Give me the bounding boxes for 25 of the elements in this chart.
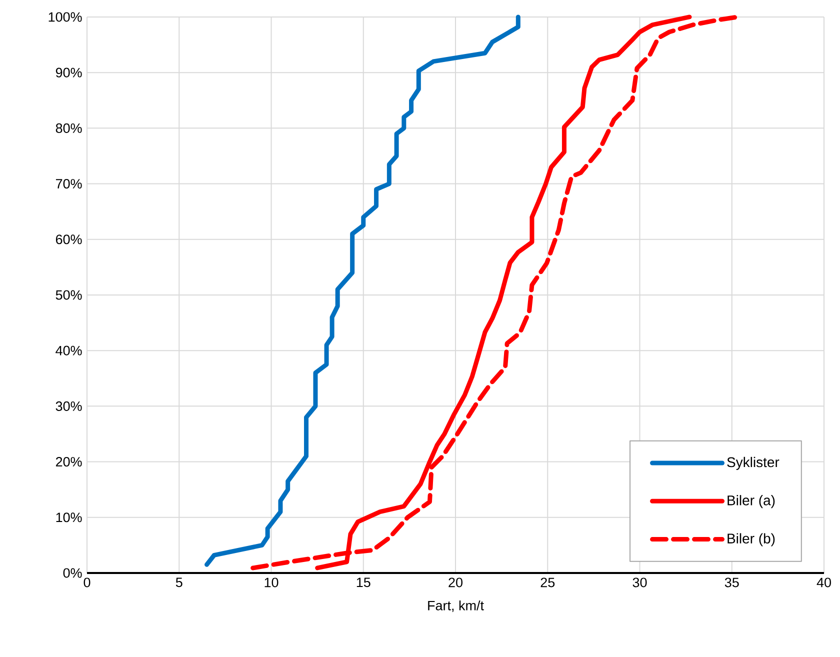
line-series bbox=[204, 14, 520, 567]
y-tick-label: 50% bbox=[56, 290, 82, 300]
y-tick-label: 40% bbox=[56, 346, 82, 356]
y-tick-label: 100% bbox=[48, 12, 82, 22]
y-tick-label: 20% bbox=[56, 457, 82, 467]
x-tick-label: 10 bbox=[264, 578, 278, 588]
x-tick-label: 40 bbox=[816, 578, 831, 588]
legend-label: Biler (b) bbox=[728, 533, 775, 546]
y-tick-label: 90% bbox=[56, 68, 82, 78]
x-tick-label: 0 bbox=[84, 578, 90, 588]
y-tick-label: 70% bbox=[56, 179, 82, 189]
legend-label: Biler (a) bbox=[728, 495, 775, 508]
x-tick-label: 20 bbox=[448, 578, 462, 588]
x-tick-label: 35 bbox=[724, 578, 739, 588]
x-tick-label: 5 bbox=[176, 578, 182, 588]
x-tick-label: 25 bbox=[540, 578, 555, 588]
legend-label: Syklister bbox=[727, 456, 780, 470]
y-tick-label: 0% bbox=[63, 568, 82, 578]
y-tick-label: 80% bbox=[56, 123, 82, 133]
y-tick-label: 30% bbox=[56, 401, 82, 411]
y-tick-label: 60% bbox=[56, 234, 82, 244]
x-tick-label: 15 bbox=[356, 578, 370, 588]
y-tick-label: 10% bbox=[56, 512, 82, 522]
x-axis-title: Fart, km/t bbox=[428, 600, 484, 612]
x-tick-label: 30 bbox=[632, 578, 647, 588]
